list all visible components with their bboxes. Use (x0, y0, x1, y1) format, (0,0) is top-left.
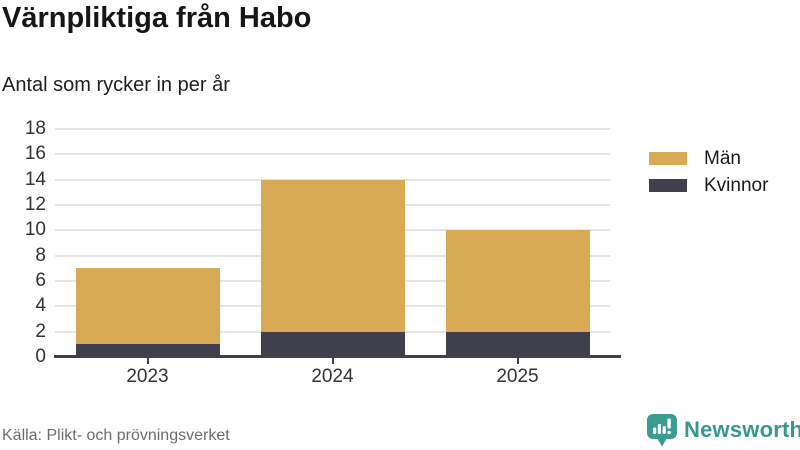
legend-swatch (649, 152, 687, 165)
legend-item-män: Män (649, 148, 768, 169)
y-tick-label: 16 (24, 143, 46, 165)
brand-name: Newsworthy (684, 417, 800, 442)
bar-segment-kvinnor-2023 (75, 344, 220, 357)
source-note: Källa: Plikt- och prövningsverket (2, 427, 230, 444)
x-tick-label: 2023 (126, 366, 169, 387)
gridline (55, 153, 610, 156)
x-tick-mark (516, 358, 519, 364)
y-axis-labels: 0 2 4 6 8 10 12 14 16 18 (0, 118, 46, 367)
gridline (55, 178, 610, 181)
legend-swatch (649, 179, 687, 192)
bar-segment-män-2025 (445, 230, 590, 332)
bar-segment-kvinnor-2025 (445, 331, 590, 357)
y-tick-label: 18 (24, 118, 46, 139)
y-tick-label: 10 (24, 219, 46, 241)
chart-subtitle: Antal som rycker in per år (2, 74, 230, 96)
page-title: Värnpliktiga från Habo (2, 2, 312, 34)
legend: Män Kvinnor (649, 148, 769, 196)
bar-segment-män-2023 (75, 268, 220, 345)
x-tick-mark (331, 358, 334, 364)
legend-item-kvinnor: Kvinnor (649, 175, 769, 196)
y-tick-label: 4 (35, 295, 46, 317)
x-tick-mark (146, 358, 149, 364)
y-tick-label: 6 (35, 270, 46, 291)
x-axis-labels: 2023 2024 2025 (55, 366, 610, 388)
newsworthy-chart-bubble-icon (646, 413, 678, 447)
y-tick-label: 2 (35, 320, 46, 342)
y-tick-label: 0 (35, 346, 46, 367)
x-tick-label: 2024 (311, 366, 354, 387)
y-tick-label: 14 (24, 168, 46, 190)
bar-segment-kvinnor-2024 (260, 331, 405, 357)
y-tick-label: 8 (35, 244, 46, 266)
legend-label: Kvinnor (704, 175, 769, 196)
legend-label: Män (704, 148, 741, 169)
gridline (55, 128, 610, 130)
newsworthy-logo[interactable]: Newsworthy (646, 413, 800, 447)
x-axis-line (54, 355, 621, 358)
bar-segment-män-2024 (260, 179, 405, 332)
plot-area (55, 128, 610, 357)
y-tick-label: 12 (24, 194, 46, 215)
x-tick-label: 2025 (496, 366, 539, 387)
